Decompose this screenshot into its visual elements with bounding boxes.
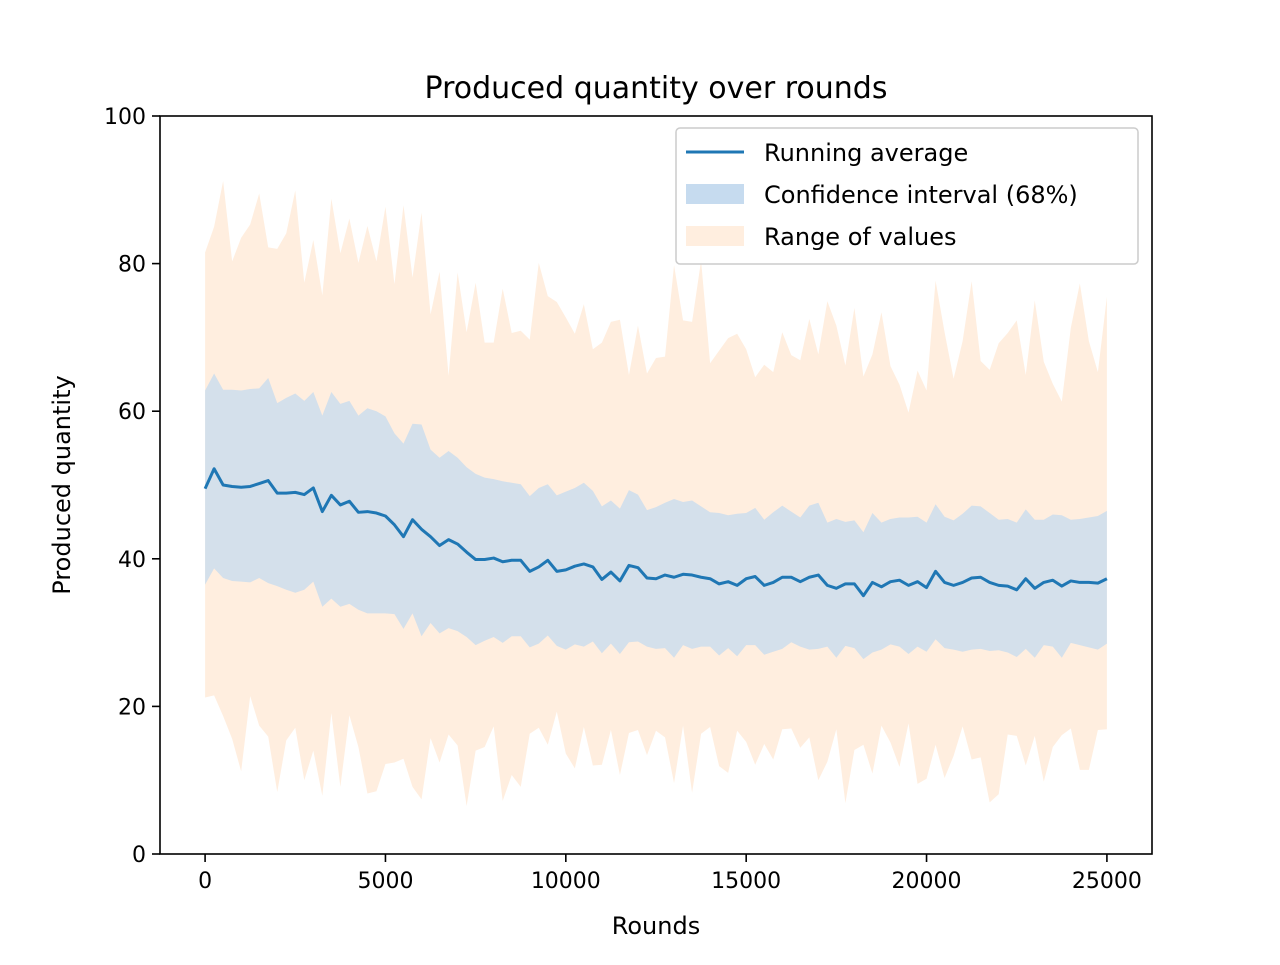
range-band-layer (205, 180, 1107, 807)
legend: Running average Confidence interval (68%… (675, 127, 1139, 265)
legend-label-confidence-interval: Confidence interval (68%) (764, 181, 1078, 209)
x-tick-label: 25000 (1072, 869, 1142, 894)
average-line-layer (203, 467, 1108, 598)
range-of-values-band (205, 180, 1107, 807)
y-tick-label: 0 (132, 843, 146, 868)
x-axis: 0 5000 10000 15000 20000 25000 (198, 854, 1142, 894)
chart-title: Produced quantity over rounds (425, 71, 888, 106)
x-tick-label: 10000 (531, 869, 601, 894)
y-tick-label: 100 (104, 105, 146, 130)
legend-swatch-confidence-interval (686, 184, 744, 204)
x-axis-label: Rounds (612, 912, 700, 940)
legend-label-running-average: Running average (764, 139, 968, 167)
x-tick-label: 0 (198, 869, 212, 894)
x-tick-label: 20000 (892, 869, 962, 894)
plot-frame (159, 115, 1153, 855)
y-tick-label: 20 (118, 695, 146, 720)
x-tick-label: 5000 (357, 869, 413, 894)
y-tick-label: 40 (118, 548, 146, 573)
y-axis: 0 20 40 60 80 100 (104, 105, 160, 868)
legend-frame (675, 127, 1139, 265)
y-tick-label: 60 (118, 400, 146, 425)
x-tick-label: 15000 (711, 869, 781, 894)
y-tick-label: 80 (118, 253, 146, 278)
y-axis-label: Produced quantity (48, 375, 76, 594)
running-average-line (203, 467, 1108, 598)
legend-swatch-range-of-values (686, 226, 744, 246)
legend-label-range-of-values: Range of values (764, 223, 957, 251)
